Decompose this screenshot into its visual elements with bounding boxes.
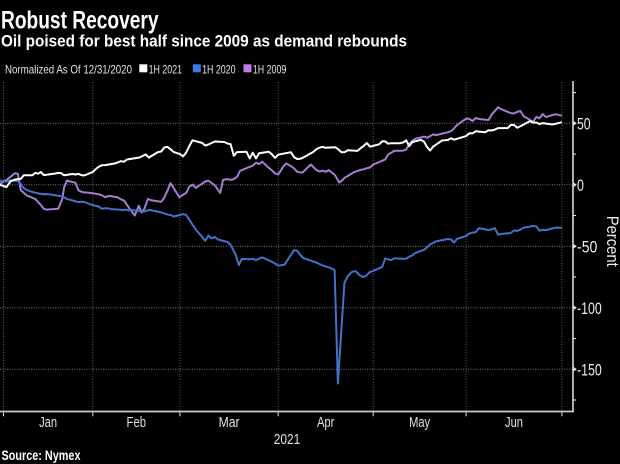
svg-text:2021: 2021: [274, 432, 301, 448]
svg-text:Feb: Feb: [127, 415, 147, 431]
svg-text:1H 2009: 1H 2009: [253, 63, 287, 77]
svg-text:Jun: Jun: [505, 415, 523, 431]
svg-text:-150: -150: [577, 360, 602, 379]
svg-text:Percent: Percent: [603, 216, 620, 267]
svg-text:Normalized As Of 12/31/2020: Normalized As Of 12/31/2020: [5, 63, 132, 77]
svg-text:-50: -50: [577, 238, 597, 257]
svg-text:Jan: Jan: [39, 415, 57, 431]
svg-text:Apr: Apr: [317, 415, 335, 431]
svg-text:0: 0: [577, 176, 584, 195]
svg-text:Oil poised for best half since: Oil poised for best half since 2009 as d…: [1, 31, 407, 50]
svg-text:Mar: Mar: [219, 415, 240, 431]
svg-text:50: 50: [577, 115, 591, 134]
svg-text:May: May: [409, 415, 431, 431]
svg-text:Source: Nymex: Source: Nymex: [2, 448, 81, 463]
svg-text:-100: -100: [577, 299, 602, 318]
svg-text:1H 2020: 1H 2020: [202, 63, 236, 77]
svg-text:1H 2021: 1H 2021: [149, 63, 183, 77]
svg-text:Robust Recovery: Robust Recovery: [1, 6, 159, 34]
